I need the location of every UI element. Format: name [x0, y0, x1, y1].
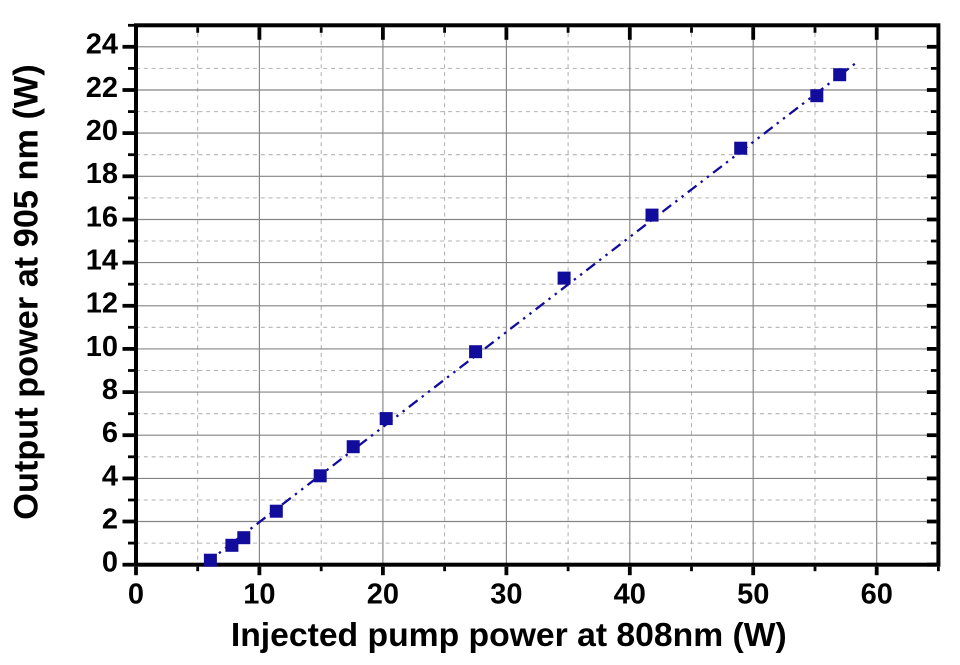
- svg-text:2: 2: [102, 503, 118, 535]
- svg-text:Injected pump power at 808nm (: Injected pump power at 808nm (W): [231, 616, 787, 654]
- svg-text:6: 6: [102, 417, 118, 449]
- svg-text:20: 20: [367, 579, 399, 611]
- svg-text:0: 0: [128, 579, 144, 611]
- svg-text:14: 14: [86, 245, 118, 277]
- svg-text:10: 10: [243, 579, 275, 611]
- svg-text:16: 16: [86, 201, 118, 233]
- svg-text:24: 24: [86, 29, 118, 61]
- svg-text:Output power at 905 nm (W): Output power at 905 nm (W): [8, 64, 46, 519]
- svg-text:20: 20: [86, 115, 118, 147]
- svg-text:60: 60: [861, 579, 893, 611]
- svg-text:40: 40: [614, 579, 646, 611]
- svg-text:50: 50: [737, 579, 769, 611]
- svg-text:4: 4: [102, 460, 118, 492]
- svg-text:18: 18: [86, 158, 118, 190]
- svg-text:8: 8: [102, 374, 118, 406]
- svg-text:30: 30: [490, 579, 522, 611]
- svg-text:10: 10: [86, 331, 118, 363]
- svg-text:0: 0: [102, 547, 118, 579]
- svg-text:22: 22: [86, 72, 118, 104]
- svg-text:12: 12: [86, 288, 118, 320]
